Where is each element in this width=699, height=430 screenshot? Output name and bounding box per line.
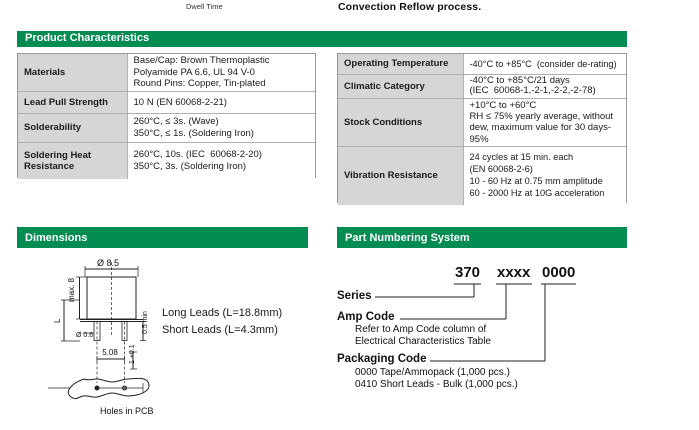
svg-text:Refer to Amp Code column of: Refer to Amp Code column of bbox=[355, 324, 486, 335]
svg-text:xxxx: xxxx bbox=[497, 264, 531, 281]
svg-text:0410 Short Leads - Bulk (1,000: 0410 Short Leads - Bulk (1,000 pcs.) bbox=[355, 379, 518, 390]
svg-text:Electrical Characteristics Tab: Electrical Characteristics Table bbox=[355, 336, 491, 347]
svg-text:Amp Code: Amp Code bbox=[337, 311, 395, 323]
svg-text:370: 370 bbox=[455, 264, 480, 281]
svg-text:Packaging Code: Packaging Code bbox=[337, 353, 426, 365]
svg-text:0000: 0000 bbox=[542, 264, 575, 281]
svg-text:Series: Series bbox=[337, 290, 372, 302]
svg-text:0000 Tape/Ammopack (1,000 pcs.: 0000 Tape/Ammopack (1,000 pcs.) bbox=[355, 367, 510, 378]
